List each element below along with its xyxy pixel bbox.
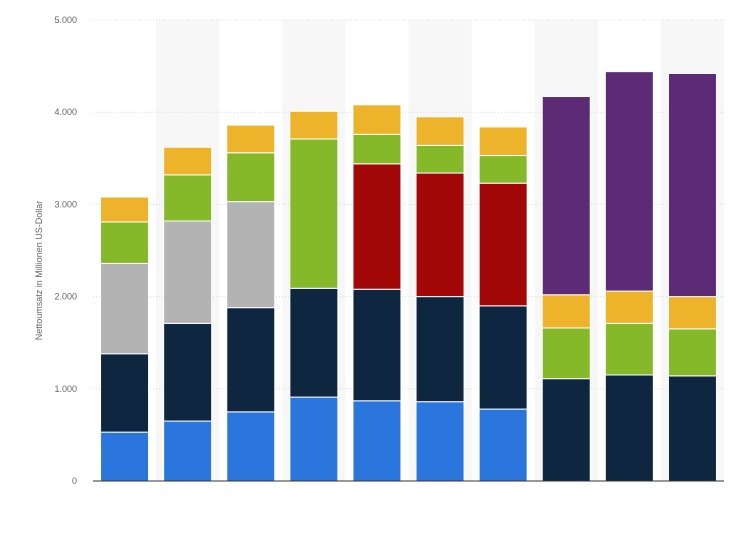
bar-segment-9-series-5 (604, 322, 654, 376)
bar-stack-9 (604, 71, 654, 482)
bar-segment-2-series-6 (163, 146, 213, 176)
bar-segment-4-series-2 (289, 287, 339, 398)
bar-segment-6-series-1 (415, 401, 465, 482)
bar-segment-1-series-5 (100, 221, 150, 264)
bar-segment-3-series-5 (226, 152, 276, 203)
bar-segment-8-series-2 (541, 378, 591, 482)
bar-segment-2-series-1 (163, 420, 213, 482)
bar-stack-10 (667, 72, 717, 482)
bar-segment-6-series-6 (415, 116, 465, 146)
bar-segment-6-series-5 (415, 144, 465, 174)
y-tick-label-3000: 3.000 (54, 199, 77, 209)
bar-segment-8-series-7 (541, 96, 591, 296)
bar-segment-6-series-4 (415, 172, 465, 298)
bar-segment-2-series-3 (163, 220, 213, 324)
bar-segment-7-series-4 (478, 182, 528, 307)
y-tick-label-0: 0 (72, 476, 77, 486)
bar-segment-3-series-2 (226, 307, 276, 413)
bar-segment-10-series-7 (667, 72, 717, 298)
bar-stack-2 (163, 146, 213, 482)
bar-segment-6-series-2 (415, 296, 465, 403)
bar-segment-5-series-2 (352, 288, 402, 402)
bar-stack-5 (352, 104, 402, 482)
bar-segment-10-series-6 (667, 296, 717, 330)
bar-stack-7 (478, 126, 528, 482)
bar-stack-6 (415, 116, 465, 482)
bar-segment-1-series-6 (100, 196, 150, 223)
bar-segment-4-series-6 (289, 110, 339, 140)
bar-segment-10-series-2 (667, 375, 717, 482)
bar-segment-2-series-2 (163, 322, 213, 422)
bar-segment-1-series-2 (100, 353, 150, 433)
bars (100, 71, 717, 482)
bar-segment-5-series-1 (352, 400, 402, 482)
bar-segment-7-series-2 (478, 305, 528, 410)
y-axis-title: Nettoumsatz in Millionen US-Dollar (34, 201, 44, 341)
bar-segment-3-series-6 (226, 124, 276, 154)
bar-segment-7-series-6 (478, 126, 528, 157)
bar-segment-9-series-2 (604, 374, 654, 482)
bar-stack-3 (226, 124, 276, 482)
bar-segment-1-series-3 (100, 262, 150, 355)
bar-segment-9-series-7 (604, 71, 654, 292)
bar-segment-5-series-5 (352, 133, 402, 165)
bar-segment-10-series-5 (667, 328, 717, 377)
bar-segment-4-series-5 (289, 138, 339, 289)
bar-segment-3-series-1 (226, 411, 276, 482)
y-axis-ticks: 0 1.000 2.000 3.000 4.000 5.000 (54, 15, 77, 486)
y-tick-label-2000: 2.000 (54, 292, 77, 302)
bar-segment-7-series-5 (478, 155, 528, 184)
y-tick-label-1000: 1.000 (54, 384, 77, 394)
y-tick-label-5000: 5.000 (54, 15, 77, 25)
bar-segment-5-series-4 (352, 163, 402, 290)
bar-stack-8 (541, 96, 591, 482)
bar-stack-4 (289, 110, 339, 482)
bar-segment-4-series-1 (289, 396, 339, 482)
bar-segment-1-series-1 (100, 431, 150, 482)
bar-segment-5-series-6 (352, 104, 402, 135)
bar-segment-2-series-5 (163, 174, 213, 222)
bar-segment-7-series-1 (478, 408, 528, 482)
y-tick-label-4000: 4.000 (54, 107, 77, 117)
bar-segment-8-series-6 (541, 294, 591, 329)
bar-segment-3-series-3 (226, 201, 276, 309)
bar-segment-8-series-5 (541, 327, 591, 380)
bar-segment-9-series-6 (604, 290, 654, 324)
bar-stack-1 (100, 196, 150, 482)
